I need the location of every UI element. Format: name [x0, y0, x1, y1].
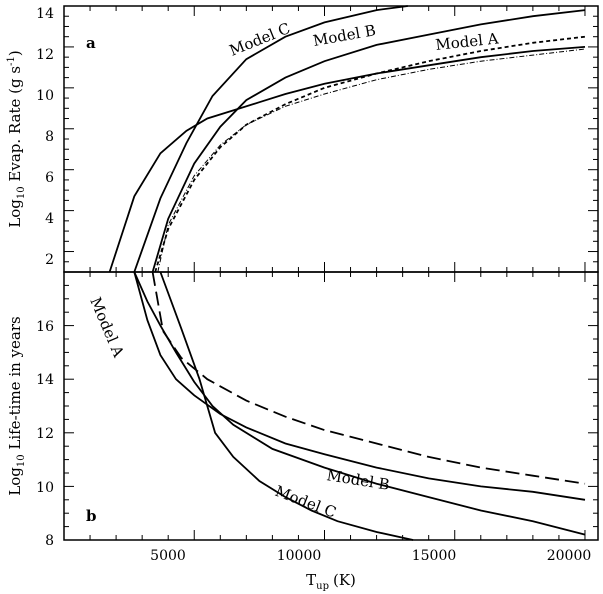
y-tick-label: 6 [45, 170, 54, 186]
panel-b-model-b-line [133, 271, 586, 536]
y-tick-label: 8 [45, 129, 54, 145]
annotation-model-a-b: Model A [86, 295, 127, 360]
panel-a-model-b-line [151, 9, 586, 273]
x-tick-label: 5000 [150, 548, 186, 564]
annotation-model-b-a: Model B [312, 21, 378, 50]
y-tick-label: 4 [45, 211, 54, 227]
x-tick-label: 20000 [547, 548, 592, 564]
panel-a-y-tick-labels: 2 4 6 8 10 12 14 [36, 6, 54, 268]
annotation-model-b-b: Model B [325, 466, 391, 494]
y-tick-label: 10 [36, 480, 54, 496]
y-tick-label: 14 [36, 372, 54, 388]
annotation-model-c-a: Model C [227, 19, 293, 60]
axis-ticks [64, 6, 598, 540]
annotation-model-c-b: Model C [273, 482, 339, 522]
annotation-model-a-a: Model A [435, 29, 500, 54]
panel-a-dashdot-curve-line [157, 48, 586, 273]
y-tick-label: 12 [36, 47, 54, 63]
panel-b-label: b [86, 507, 97, 525]
panel-b-y-tick-labels: 8 10 12 14 16 [36, 319, 54, 549]
panel-a-label: a [86, 34, 96, 52]
panel-b-model-a-line [133, 271, 586, 501]
y-tick-label: 2 [45, 252, 54, 268]
x-tick-labels: 5000 10000 15000 20000 [150, 548, 591, 564]
series-curves [108, 5, 586, 541]
panel-a-model-c-line [133, 5, 408, 273]
y-tick-label: 10 [36, 88, 54, 104]
x-tick-label: 10000 [277, 548, 322, 564]
panel-a-model-a-line [108, 46, 586, 273]
y-tick-label: 16 [36, 319, 54, 335]
x-tick-label: 15000 [412, 548, 457, 564]
panel-b-y-axis-label: Log10 Life-time in years [6, 316, 27, 495]
panel-b-frame [63, 271, 599, 541]
y-tick-label: 12 [36, 426, 54, 442]
panel-a-dashed-curve-line [154, 35, 586, 273]
panel-b-model-c-line [159, 271, 414, 541]
y-tick-label: 8 [45, 533, 54, 549]
x-axis-label: Tup (K) [306, 571, 356, 592]
y-tick-label: 14 [36, 6, 54, 22]
panel-a-y-axis-label: Log10 Evap. Rate (g s-1) [6, 50, 27, 227]
panel-b-longdash-curve-line [151, 271, 586, 485]
